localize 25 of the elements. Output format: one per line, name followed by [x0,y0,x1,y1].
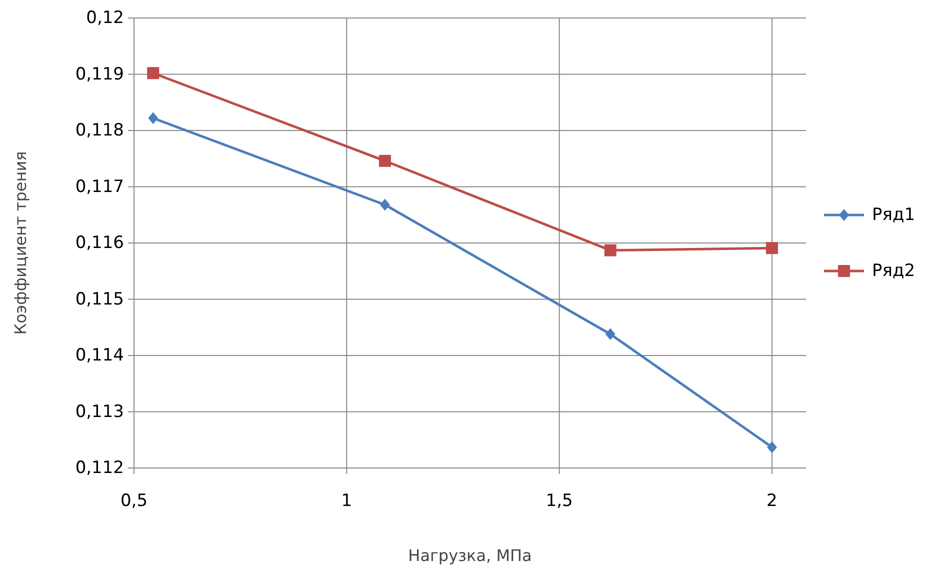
point [148,112,158,124]
y-tick-label: 0,112 [75,458,124,478]
y-tick-label: 0,118 [75,120,124,140]
point [766,441,777,454]
y-tick-label: 0,115 [75,289,124,310]
point [380,198,390,211]
y-tick-label: 0,113 [75,402,124,422]
y-tick-label: 0,116 [75,233,124,253]
x-tick-label: 0,5 [120,491,148,511]
legend-label: Ряд1 [872,205,916,225]
y-tick-label: 0,114 [75,346,124,366]
y-tick-label: 0,117 [75,176,124,197]
legend-label: Ряд2 [872,261,916,281]
point [378,154,391,167]
point [605,328,616,340]
y-axis-title: Коэффициент трения [11,151,30,335]
point [147,67,160,80]
y-tick-label: 0,119 [75,64,124,84]
x-tick-label: 1,5 [546,491,573,511]
y-tick-label: 0,12 [86,8,124,28]
x-tick-label: 1 [341,491,352,511]
point [766,242,778,254]
x-tick-label: 2 [766,491,778,511]
x-axis-title: Нагрузка, МПа [408,546,532,565]
point [604,244,616,256]
